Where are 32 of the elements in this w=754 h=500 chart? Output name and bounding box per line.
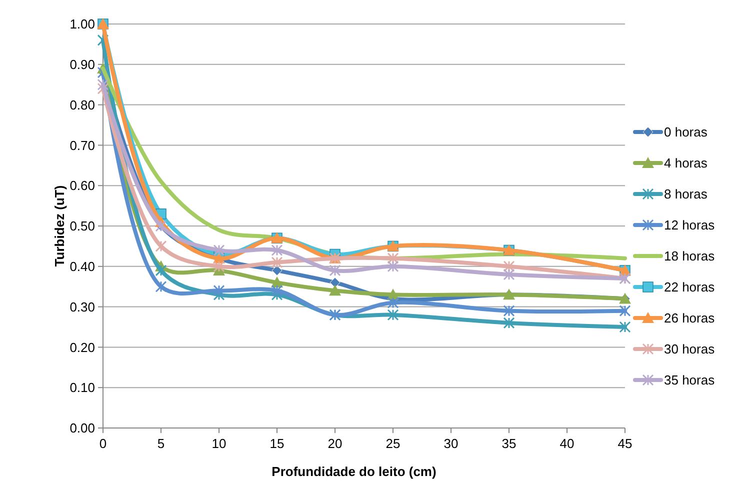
x-tick-label: 40 xyxy=(560,436,574,451)
x-tick-label: 0 xyxy=(99,436,107,451)
x-tick-label: 15 xyxy=(270,436,284,451)
y-tick-label: 0.00 xyxy=(70,420,95,436)
legend-label: 18 horas xyxy=(664,248,716,264)
y-axis-title: Turbidez (uT) xyxy=(52,185,67,267)
legend-label: 30 horas xyxy=(664,342,716,357)
x-tick-label: 35 xyxy=(502,436,516,451)
y-tick-label: 0.80 xyxy=(70,97,95,112)
x-tick-label: 20 xyxy=(328,436,342,451)
y-tick-label: 0.70 xyxy=(70,138,95,153)
y-tick-label: 0.10 xyxy=(70,380,95,396)
legend-label: 26 horas xyxy=(664,310,716,326)
y-tick-label: 0.90 xyxy=(70,56,95,72)
x-tick-label: 5 xyxy=(157,436,165,451)
y-tick-label: 0.60 xyxy=(70,178,95,194)
x-tick-label: 45 xyxy=(618,436,632,451)
x-tick-label: 30 xyxy=(444,436,458,451)
legend-label: 22 horas xyxy=(664,280,716,295)
legend-label: 4 horas xyxy=(664,156,708,171)
x-axis-title: Profundidade do leito (cm) xyxy=(272,464,436,479)
y-tick-label: 0.50 xyxy=(70,218,95,234)
y-tick-label: 0.30 xyxy=(70,299,95,314)
y-tick-label: 0.20 xyxy=(70,340,95,355)
y-tick-label: 1.00 xyxy=(70,16,95,32)
x-tick-label: 10 xyxy=(212,436,226,451)
legend-label: 12 horas xyxy=(664,218,716,233)
legend-label: 35 horas xyxy=(664,372,716,388)
x-tick-label: 25 xyxy=(386,436,400,451)
y-tick-label: 0.40 xyxy=(70,258,95,274)
legend-label: 0 horas xyxy=(664,124,708,140)
legend-label: 8 horas xyxy=(664,186,708,202)
